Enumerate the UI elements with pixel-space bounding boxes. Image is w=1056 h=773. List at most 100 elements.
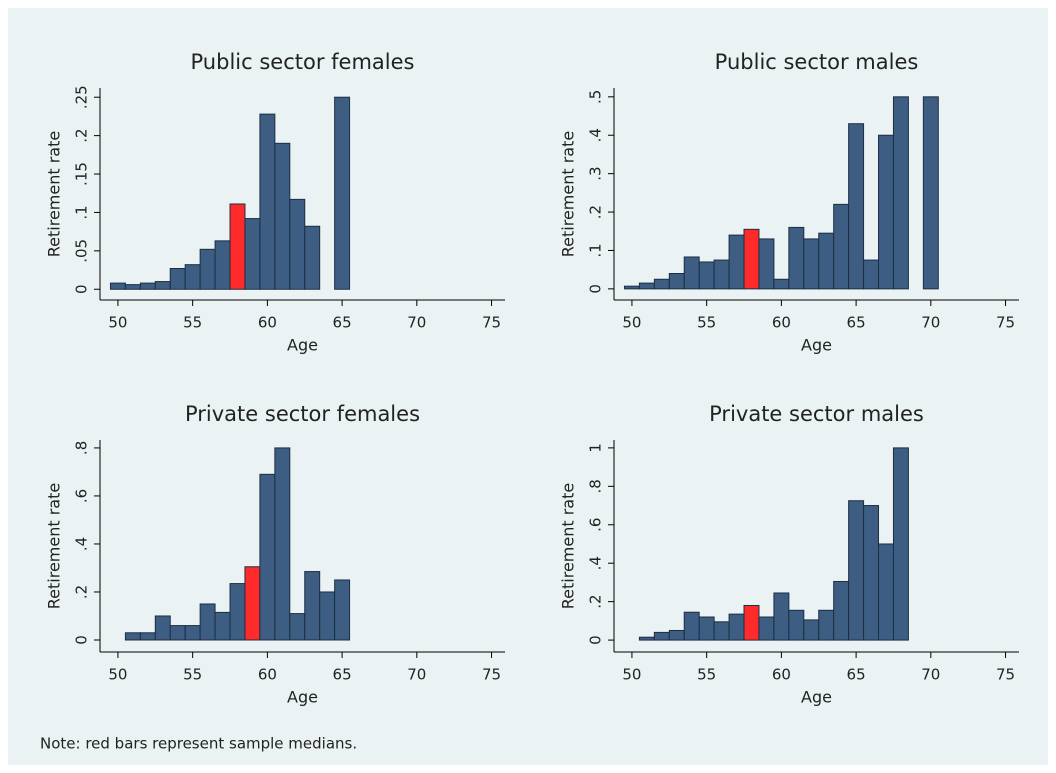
bar xyxy=(154,281,171,290)
note: Note: red bars represent sample medians. xyxy=(40,735,357,753)
bar xyxy=(304,225,321,290)
x-tick-label: 55 xyxy=(183,666,202,684)
bar xyxy=(304,571,321,641)
bar xyxy=(638,282,655,290)
bar xyxy=(713,259,730,290)
x-axis-label: Age xyxy=(801,688,832,707)
bar xyxy=(713,621,730,641)
y-tick-label: .8 xyxy=(587,479,605,493)
bar xyxy=(289,198,306,290)
x-tick-label: 55 xyxy=(183,314,202,332)
x-tick-label: 70 xyxy=(921,666,940,684)
bar xyxy=(274,142,291,290)
bar xyxy=(124,284,141,290)
bar xyxy=(698,261,715,290)
y-tick-label: .6 xyxy=(587,518,605,532)
bar xyxy=(683,611,700,641)
bar xyxy=(289,613,306,641)
bar xyxy=(668,273,685,290)
bar xyxy=(139,632,156,641)
y-tick-label: .15 xyxy=(73,162,91,186)
y-tick-label: .05 xyxy=(73,239,91,263)
y-tick-label: .5 xyxy=(587,90,605,104)
bar xyxy=(259,113,276,290)
x-tick-label: 60 xyxy=(772,666,791,684)
y-axis-label: Retirement rate xyxy=(559,131,578,257)
x-tick-label: 70 xyxy=(407,314,426,332)
x-tick-label: 50 xyxy=(108,666,127,684)
bar xyxy=(214,240,231,290)
x-tick-label: 50 xyxy=(622,314,641,332)
y-tick-label: .2 xyxy=(73,585,91,599)
bar xyxy=(229,583,246,641)
bar xyxy=(833,203,850,290)
y-axis-label: Retirement rate xyxy=(45,131,64,257)
bar xyxy=(758,616,775,641)
x-tick-label: 50 xyxy=(622,666,641,684)
bar xyxy=(743,228,760,290)
bar xyxy=(818,232,835,290)
bar xyxy=(818,609,835,641)
bar xyxy=(922,96,939,290)
x-tick-label: 70 xyxy=(407,666,426,684)
bar xyxy=(623,285,640,290)
bar xyxy=(334,96,351,290)
bar xyxy=(244,566,261,641)
bar xyxy=(773,278,790,290)
y-tick-label: .1 xyxy=(73,205,91,219)
bar xyxy=(653,278,670,290)
bar xyxy=(892,447,909,641)
bar xyxy=(154,615,171,641)
y-tick-label: 0 xyxy=(73,284,91,294)
x-tick-label: 50 xyxy=(108,314,127,332)
bar xyxy=(863,259,880,290)
x-tick-label: 70 xyxy=(921,314,940,332)
y-tick-label: .2 xyxy=(587,594,605,608)
bar xyxy=(184,625,201,641)
y-tick-label: .8 xyxy=(73,441,91,455)
y-tick-label: 1 xyxy=(587,443,605,453)
y-tick-label: .4 xyxy=(73,537,91,551)
bar xyxy=(259,473,276,641)
bar xyxy=(199,248,216,290)
bar xyxy=(728,613,745,641)
bar xyxy=(833,580,850,641)
x-tick-label: 55 xyxy=(697,314,716,332)
bar xyxy=(139,282,156,290)
bar xyxy=(109,282,126,290)
bar xyxy=(169,268,186,290)
y-tick-label: .4 xyxy=(587,556,605,570)
bar xyxy=(214,611,231,641)
x-tick-label: 75 xyxy=(482,314,501,332)
y-tick-label: .4 xyxy=(587,128,605,142)
y-tick-label: .2 xyxy=(587,205,605,219)
y-tick-label: 0 xyxy=(587,284,605,294)
y-tick-label: .6 xyxy=(73,489,91,503)
x-tick-label: 60 xyxy=(258,314,277,332)
x-tick-label: 60 xyxy=(258,666,277,684)
bar xyxy=(788,226,805,290)
bar xyxy=(698,616,715,641)
bar xyxy=(319,591,336,641)
bar xyxy=(184,264,201,290)
x-tick-label: 65 xyxy=(333,666,352,684)
panel-title: Private sector females xyxy=(185,402,420,426)
x-tick-label: 65 xyxy=(847,314,866,332)
x-axis-label: Age xyxy=(801,336,832,355)
bar xyxy=(892,96,909,290)
bar xyxy=(199,603,216,641)
bar xyxy=(728,234,745,290)
x-axis-label: Age xyxy=(287,688,318,707)
y-axis-label: Retirement rate xyxy=(45,483,64,609)
bar xyxy=(229,203,246,290)
bar xyxy=(668,629,685,641)
x-tick-label: 60 xyxy=(772,314,791,332)
y-tick-label: .2 xyxy=(73,128,91,142)
x-tick-label: 65 xyxy=(333,314,352,332)
y-tick-label: 0 xyxy=(587,635,605,645)
bar xyxy=(244,218,261,290)
x-tick-label: 75 xyxy=(996,314,1015,332)
y-tick-label: .3 xyxy=(587,166,605,180)
x-axis-label: Age xyxy=(287,336,318,355)
